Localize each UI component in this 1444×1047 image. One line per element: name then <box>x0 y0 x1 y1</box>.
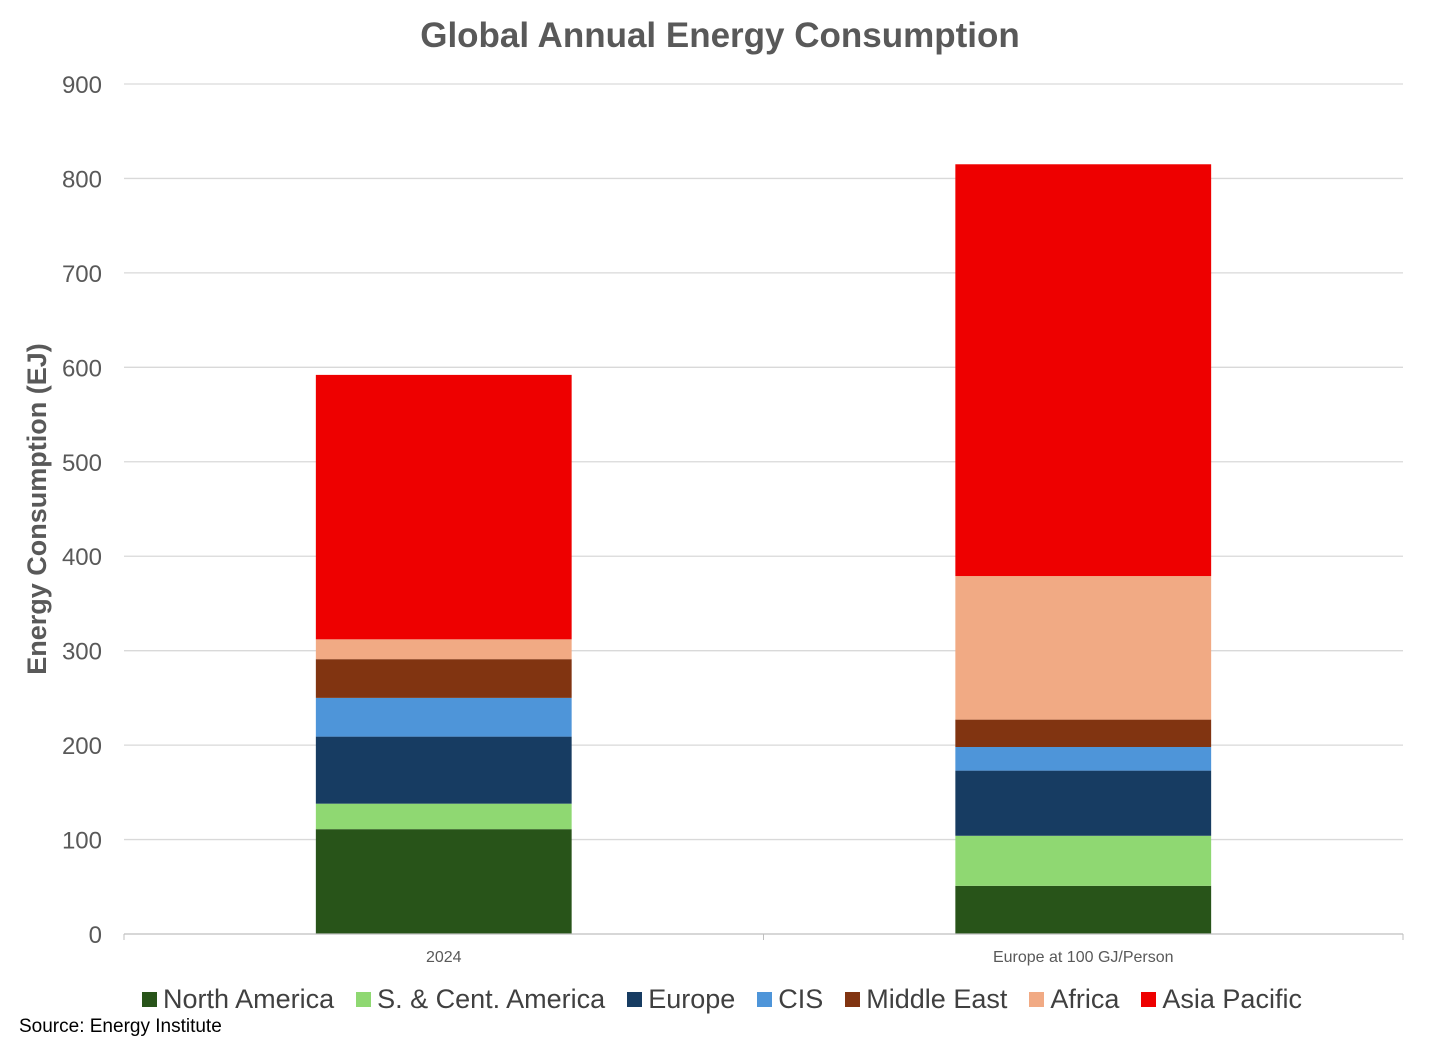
legend-swatch <box>627 992 643 1007</box>
legend-item: Middle East <box>845 984 1007 1015</box>
legend-label: North America <box>163 984 335 1014</box>
legend: North America S. & Cent. America Europe CIS… <box>0 984 1444 1015</box>
legend-swatch <box>356 992 372 1007</box>
legend-label: Asia Pacific <box>1162 984 1302 1014</box>
bar-segment-s-cent-america <box>955 835 1212 886</box>
legend-label: Europe <box>648 984 736 1014</box>
bar-segment-africa <box>315 639 572 660</box>
legend-swatch <box>1141 992 1157 1007</box>
legend-swatch <box>757 992 773 1007</box>
bar-segment-asia-pacific <box>315 374 572 640</box>
bar-segment-africa <box>955 576 1212 720</box>
bar-segment-cis <box>315 697 572 737</box>
legend-label: CIS <box>778 984 824 1014</box>
legend-swatch <box>1029 992 1045 1007</box>
x-tick-label: 2024 <box>426 949 462 966</box>
y-tick-label: 300 <box>62 639 102 666</box>
source-note: Source: Energy Institute <box>19 1016 222 1037</box>
legend-swatch <box>845 992 861 1007</box>
y-tick-label: 900 <box>62 72 102 99</box>
x-tick-label: Europe at 100 GJ/Person <box>993 949 1174 966</box>
bar-segment-s-cent-america <box>315 803 572 830</box>
legend-item: Asia Pacific <box>1141 984 1302 1015</box>
y-tick-label: 700 <box>62 261 102 288</box>
y-tick-label: 100 <box>62 828 102 855</box>
y-tick-label: 800 <box>62 166 102 193</box>
bar-segment-europe <box>315 736 572 804</box>
legend-label: Africa <box>1050 984 1120 1014</box>
y-tick-label: 0 <box>89 922 102 949</box>
legend-item: CIS <box>757 984 823 1015</box>
bar-segment-north-america <box>955 885 1212 934</box>
y-axis-label: Energy Consumption (EJ) <box>22 343 52 675</box>
legend-item: North America <box>142 984 334 1015</box>
bar-segment-middle-east <box>315 659 572 698</box>
y-tick-label: 400 <box>62 544 102 571</box>
chart-title: Global Annual Energy Consumption <box>420 16 1020 55</box>
bar-segment-cis <box>955 747 1212 771</box>
legend-item: Africa <box>1029 984 1119 1015</box>
bar-segment-europe <box>955 770 1212 836</box>
legend-item: Europe <box>627 984 735 1015</box>
bar-segment-north-america <box>315 829 572 934</box>
legend-label: Middle East <box>866 984 1008 1014</box>
y-tick-label: 500 <box>62 450 102 477</box>
y-tick-label: 200 <box>62 733 102 760</box>
legend-item: S. & Cent. America <box>356 984 605 1015</box>
bar-segment-middle-east <box>955 719 1212 747</box>
bar-segment-asia-pacific <box>955 164 1212 577</box>
legend-label: S. & Cent. America <box>377 984 606 1014</box>
legend-swatch <box>142 992 158 1007</box>
y-tick-label: 600 <box>62 355 102 382</box>
